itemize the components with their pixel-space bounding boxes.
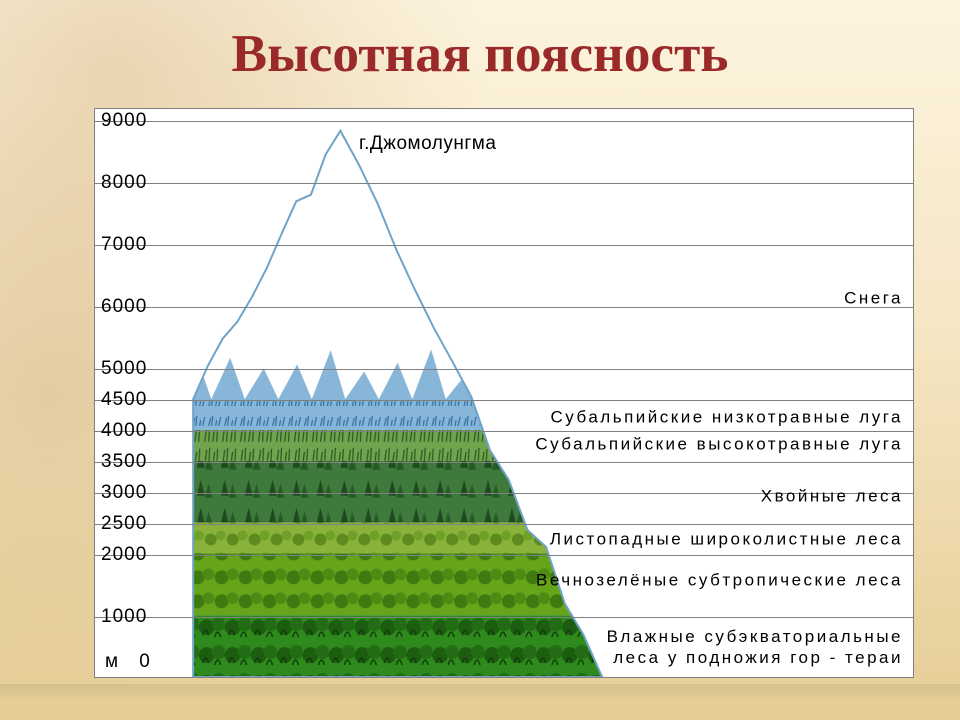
zone-label: Хвойные леса	[761, 486, 903, 507]
y-tick: 3500	[101, 451, 147, 473]
gridline	[95, 121, 913, 122]
altitudinal-zonation-chart: 9000 8000 7000 6000 5000 4500 4000 3500 3000 2500…	[94, 108, 914, 678]
y-tick: 6000	[101, 296, 147, 318]
y-tick: 5000	[101, 358, 147, 380]
zone-label: Субальпийские высокотравные луга	[535, 433, 903, 454]
zone-label: Листопадные широколистные леса	[550, 528, 903, 549]
y-tick: 2500	[101, 513, 147, 535]
gridline	[95, 617, 913, 618]
y-tick: 2000	[101, 544, 147, 566]
gridline	[95, 400, 913, 401]
gridline	[95, 555, 913, 556]
gridline	[95, 183, 913, 184]
zone-label: Вечнозелёные субтропические леса	[536, 569, 903, 590]
chart-overlay: 9000 8000 7000 6000 5000 4500 4000 3500 3000 2500…	[95, 109, 913, 677]
gridline	[95, 307, 913, 308]
y-tick: 3000	[101, 482, 147, 504]
y-tick: 4000	[101, 420, 147, 442]
axis-unit: м 0	[105, 651, 150, 673]
page-title: Высотная поясность	[0, 0, 960, 84]
y-tick: 8000	[101, 172, 147, 194]
decorative-shadow	[0, 684, 960, 702]
mountain-label: г.Джомолунгма	[359, 133, 496, 155]
zone-label: Влажные субэкваториальныелеса у подножия…	[607, 626, 903, 669]
y-tick: 9000	[101, 110, 147, 132]
y-tick: 7000	[101, 234, 147, 256]
y-tick: 4500	[101, 389, 147, 411]
gridline	[95, 245, 913, 246]
zone-label: Снега	[844, 287, 903, 308]
y-tick: 1000	[101, 606, 147, 628]
zone-label: Субальпийские низкотравные луга	[551, 406, 903, 427]
gridline	[95, 369, 913, 370]
gridline	[95, 462, 913, 463]
gridline	[95, 524, 913, 525]
